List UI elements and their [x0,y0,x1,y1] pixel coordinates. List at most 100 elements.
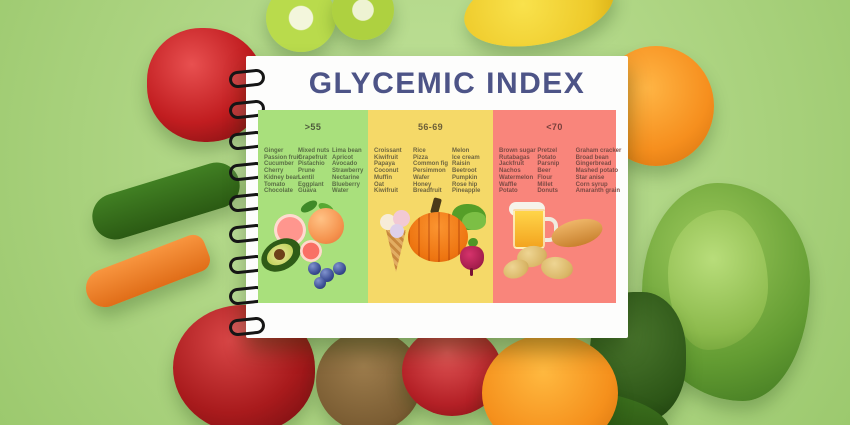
food-item: Tomato [264,181,286,188]
food-item: Nachos [499,168,521,175]
food-item: Flour [537,174,553,181]
orange [482,334,618,425]
high-gi-illustration [493,202,616,298]
food-item: Kiwifruit [374,188,398,195]
food-item: Rice [413,148,426,154]
food-grid: Ginger Passion fruit Cucumber Cherry Kidney … [258,148,368,195]
red-apple [147,28,265,142]
food-item: Watermelon [499,174,534,181]
food-grid: Croissant Kiwifruit Papaya Coconut Muffin Oat… [368,148,493,195]
peach-icon [308,208,344,244]
blueberry-icon [314,277,326,289]
food-item: Pineapple [452,188,481,195]
food-item: Millet [537,181,553,188]
food-item: Pumpkin [452,174,478,181]
food-item: Broad bean [575,154,609,161]
potato-icon [539,254,575,282]
column-header: <70 [546,122,563,132]
gi-columns: >55 Ginger Passion fruit Cucumber Cherry Kid… [255,110,622,303]
carrot [80,231,214,313]
food-item: Persimmon [413,168,446,175]
food-item: Oat [374,181,385,188]
food-item: Beetroot [452,168,477,175]
beet-tail-icon [470,268,473,276]
food-item: Strawberry [332,168,364,175]
ice-cream-scoop-icon [393,210,410,227]
food-item: Brown sugar [499,148,536,154]
cucumber [86,156,246,246]
food-item: Breadfruit [413,188,442,195]
food-item: Graham cracker [575,148,622,154]
greens-icon [462,212,486,230]
food-item: Passion fruit [264,154,301,161]
food-item: Rose hip [452,181,478,188]
column-header: 56-69 [417,122,444,132]
food-item: Parsnip [537,161,560,168]
food-grid: Brown sugar Rutabagas Jackfruit Nachos Water… [493,148,622,195]
food-item: Lentil [298,174,314,181]
food-item: Cucumber [264,161,294,168]
food-list: Ginger Passion fruit Cucumber Cherry Kidney … [264,148,301,195]
food-list: Graham cracker Broad bean Gingerbread Mashe… [575,148,622,195]
spiral-coil [228,68,266,89]
kiwi-slice [266,0,336,52]
food-item: Ginger [264,148,284,154]
bread-loaf-icon [548,214,606,252]
food-item: Cherry [264,168,284,175]
food-list: Mixed nuts Grapefruit Pistachio Prune Lentil… [298,148,330,195]
blueberry-icon [308,262,321,275]
food-item: Pretzel [537,148,558,154]
food-item: Potato [537,154,556,161]
food-item: Water [332,188,349,195]
food-item: Muffin [374,174,392,181]
food-item: Raisin [452,161,471,168]
food-item: Eggplant [298,181,324,188]
lettuce-leaf [668,210,768,350]
spiral-coil [228,316,266,337]
food-item: Waffle [499,181,517,188]
food-item: Prune [298,168,316,175]
avocado-pit-icon [274,249,285,260]
food-item: Wafer [413,174,430,181]
low-gi-illustration [255,198,368,298]
food-item: Melon [452,148,470,154]
food-item: Mixed nuts [298,148,330,154]
beer-mug-icon [513,209,545,249]
grapefruit-icon [300,240,322,262]
food-item: Jackfruit [499,161,525,168]
food-item: Nectarine [332,174,360,181]
food-item: Apricot [332,154,353,161]
medium-gi-illustration [368,197,493,298]
food-item: Honey [413,181,432,188]
kiwi-slice [332,0,394,40]
food-list: Croissant Kiwifruit Papaya Coconut Muffin Oat… [374,148,411,195]
food-item: Pistachio [298,161,325,168]
food-list: Lima bean Apricot Avocado Strawberry Nectari… [332,148,364,195]
glycemic-index-notepad: GLYCEMIC INDEX >55 Ginger Passion fruit Cu… [228,56,628,338]
food-item: Kiwifruit [374,154,398,161]
food-item: Potato [499,188,518,195]
food-item: Papaya [374,161,396,168]
food-list: Brown sugar Rutabagas Jackfruit Nachos Water… [499,148,536,195]
food-item: Guava [298,188,317,195]
food-item: Kidney bean [264,174,300,181]
food-item: Pizza [413,154,429,161]
gi-column-high: <70 Brown sugar Rutabagas Jackfruit Nachos W… [493,110,622,303]
lemon [456,0,622,59]
food-list: Pretzel Potato Parsnip Beer Flour Millet Donut… [537,148,573,195]
gi-column-medium: 56-69 Croissant Kiwifruit Papaya Coconut Muf… [368,110,493,303]
food-item: Amaranth grain [575,188,620,195]
food-item: Gingerbread [575,161,612,168]
food-item: Star anise [575,174,605,181]
page-title: GLYCEMIC INDEX [308,67,586,100]
food-item: Grapefruit [298,154,328,161]
column-header: >55 [304,122,322,132]
food-item: Coconut [374,168,399,175]
pumpkin-icon [408,212,468,262]
ice-cream-scoop-icon [390,224,404,238]
food-item: Chocolate [264,188,294,195]
food-list: Rice Pizza Common fig Persimmon Wafer Honey Br… [413,148,450,195]
food-item: Blueberry [332,181,361,188]
food-item: Avocado [332,161,358,168]
